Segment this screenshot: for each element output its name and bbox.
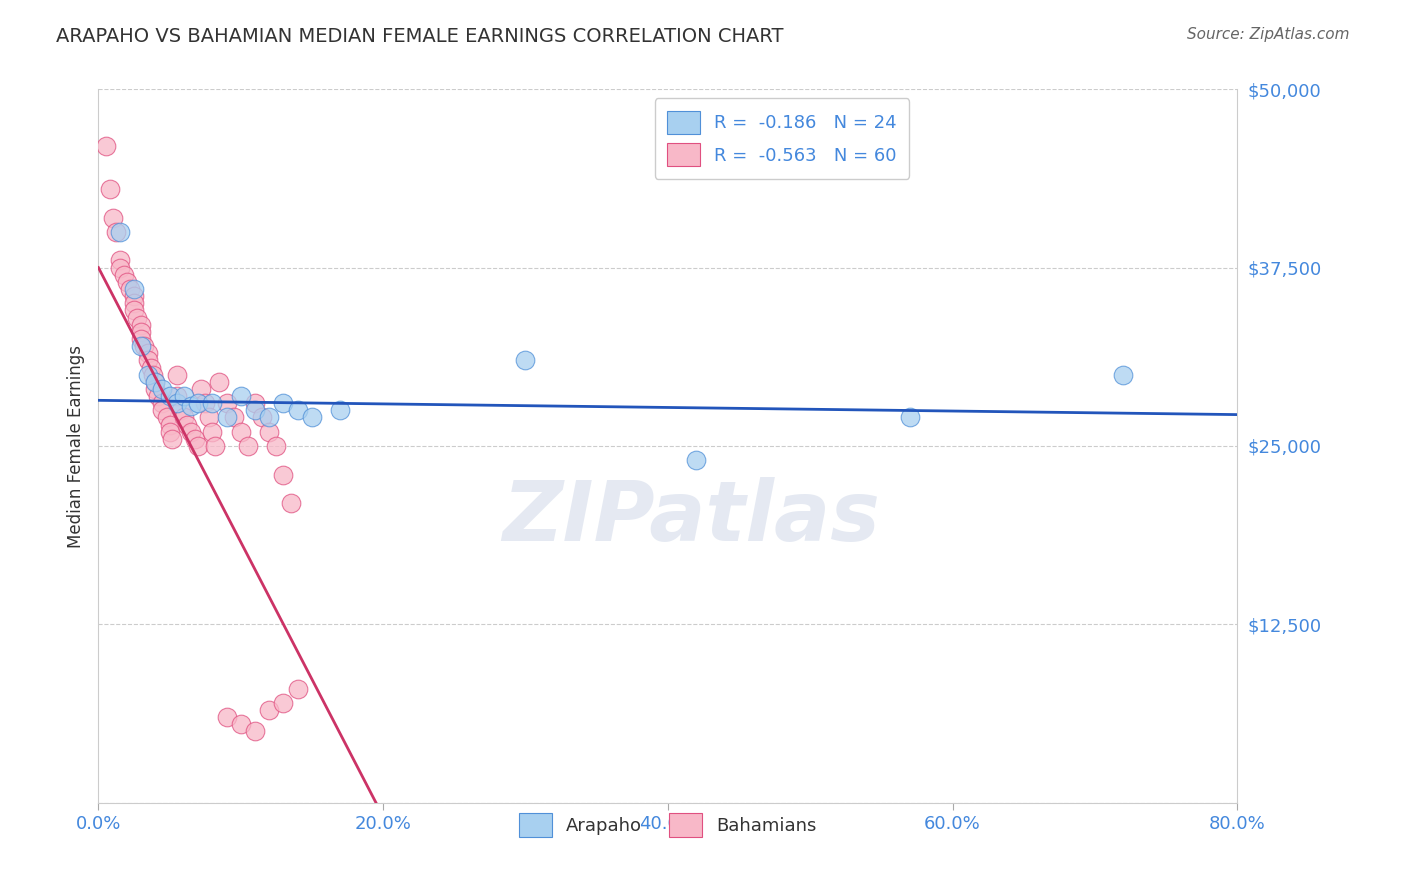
Point — [273, 467, 295, 482]
Point — [148, 389, 170, 403]
Point — [112, 268, 135, 282]
Point — [287, 681, 309, 696]
Text: Source: ZipAtlas.com: Source: ZipAtlas.com — [1187, 27, 1350, 42]
Point — [898, 410, 921, 425]
Point — [108, 260, 131, 275]
Point — [159, 417, 181, 432]
Point — [198, 410, 221, 425]
Point — [273, 696, 295, 710]
Point — [104, 225, 127, 239]
Text: ZIPatlas: ZIPatlas — [502, 477, 880, 558]
Point — [273, 396, 295, 410]
Point — [136, 368, 159, 382]
Point — [215, 710, 238, 724]
Point — [122, 303, 145, 318]
Point — [243, 724, 266, 739]
Point — [152, 382, 174, 396]
Point — [180, 399, 202, 413]
Point — [115, 275, 138, 289]
Point — [208, 375, 231, 389]
Point — [145, 382, 167, 396]
Point — [118, 282, 141, 296]
Point — [236, 439, 259, 453]
Point — [129, 318, 152, 332]
Point — [201, 396, 224, 410]
Point — [101, 211, 124, 225]
Point — [201, 425, 224, 439]
Point — [287, 403, 309, 417]
Point — [1112, 368, 1135, 382]
Point — [125, 310, 148, 325]
Point — [98, 182, 121, 196]
Point — [132, 339, 155, 353]
Point — [173, 410, 195, 425]
Point — [129, 325, 152, 339]
Point — [156, 410, 179, 425]
Point — [152, 403, 174, 417]
Point — [243, 396, 266, 410]
Point — [243, 403, 266, 417]
Point — [136, 353, 159, 368]
Point — [187, 439, 209, 453]
Point — [685, 453, 707, 467]
Point — [266, 439, 288, 453]
Point — [215, 410, 238, 425]
Point — [280, 496, 302, 510]
Point — [301, 410, 323, 425]
Point — [259, 410, 281, 425]
Point — [152, 396, 174, 410]
Legend: Arapaho, Bahamians: Arapaho, Bahamians — [512, 806, 824, 844]
Point — [94, 139, 117, 153]
Point — [122, 282, 145, 296]
Point — [173, 389, 195, 403]
Point — [166, 368, 188, 382]
Point — [170, 403, 193, 417]
Point — [515, 353, 537, 368]
Point — [108, 253, 131, 268]
Point — [141, 368, 163, 382]
Point — [194, 396, 217, 410]
Point — [129, 339, 152, 353]
Point — [190, 382, 212, 396]
Point — [222, 410, 245, 425]
Y-axis label: Median Female Earnings: Median Female Earnings — [66, 344, 84, 548]
Point — [166, 396, 188, 410]
Point — [129, 332, 152, 346]
Point — [159, 425, 181, 439]
Point — [184, 432, 207, 446]
Point — [176, 417, 198, 432]
Point — [229, 389, 252, 403]
Point — [229, 717, 252, 731]
Point — [250, 410, 273, 425]
Point — [204, 439, 226, 453]
Point — [166, 389, 188, 403]
Point — [229, 425, 252, 439]
Point — [122, 296, 145, 310]
Point — [329, 403, 352, 417]
Point — [122, 289, 145, 303]
Point — [180, 425, 202, 439]
Text: ARAPAHO VS BAHAMIAN MEDIAN FEMALE EARNINGS CORRELATION CHART: ARAPAHO VS BAHAMIAN MEDIAN FEMALE EARNIN… — [56, 27, 783, 45]
Point — [136, 346, 159, 360]
Point — [259, 425, 281, 439]
Point — [187, 396, 209, 410]
Point — [145, 375, 167, 389]
Point — [108, 225, 131, 239]
Point — [145, 375, 167, 389]
Point — [139, 360, 162, 375]
Point — [259, 703, 281, 717]
Point — [159, 389, 181, 403]
Point — [215, 396, 238, 410]
Point — [162, 432, 184, 446]
